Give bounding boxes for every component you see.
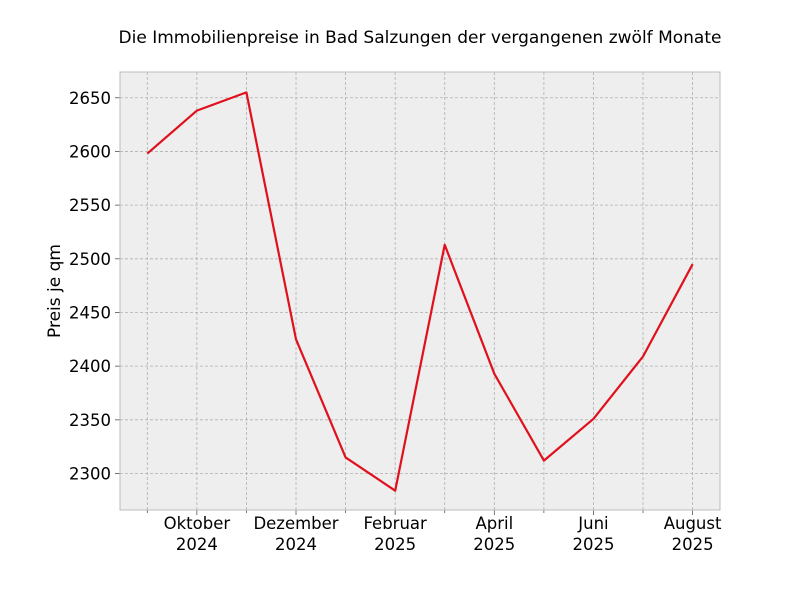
x-axis: Oktober 2024 Dezember 2024 Februar 2025 April 2… (146, 510, 722, 554)
x-tick-label: April (475, 514, 513, 533)
x-tick-label: Dezember (253, 514, 338, 533)
x-tick-label: Oktober (164, 514, 231, 533)
x-tick-label: Februar (363, 514, 427, 533)
x-tick-label: August (664, 514, 722, 533)
y-tick-label: 2350 (69, 411, 111, 430)
x-tick-label: 2025 (374, 535, 416, 554)
y-tick-label: 2450 (69, 303, 111, 322)
y-tick-label: 2500 (69, 250, 111, 269)
x-tick-label: 2024 (176, 535, 218, 554)
y-tick-label: 2400 (69, 357, 111, 376)
y-tick-label: 2550 (69, 196, 111, 215)
x-tick-label: 2025 (572, 535, 614, 554)
plot-frame (119, 71, 721, 511)
chart-title: Die Immobilienpreise in Bad Salzungen de… (119, 28, 722, 48)
y-axis-label: Preis je qm (45, 244, 65, 338)
y-tick-label: 2650 (69, 89, 111, 108)
series-line (146, 91, 694, 492)
y-tick-label: 2600 (69, 142, 111, 161)
y-tick-label: 2300 (69, 465, 111, 484)
x-tick-label: 2025 (672, 535, 714, 554)
series-group (146, 91, 694, 492)
grid (120, 72, 720, 510)
x-tick-label: 2024 (275, 535, 317, 554)
x-tick-label: 2025 (473, 535, 515, 554)
y-axis: 2300 2350 2400 2450 2500 2550 2600 2650 (69, 89, 120, 484)
x-tick-label: Juni (577, 514, 608, 533)
plot-background (120, 72, 720, 510)
